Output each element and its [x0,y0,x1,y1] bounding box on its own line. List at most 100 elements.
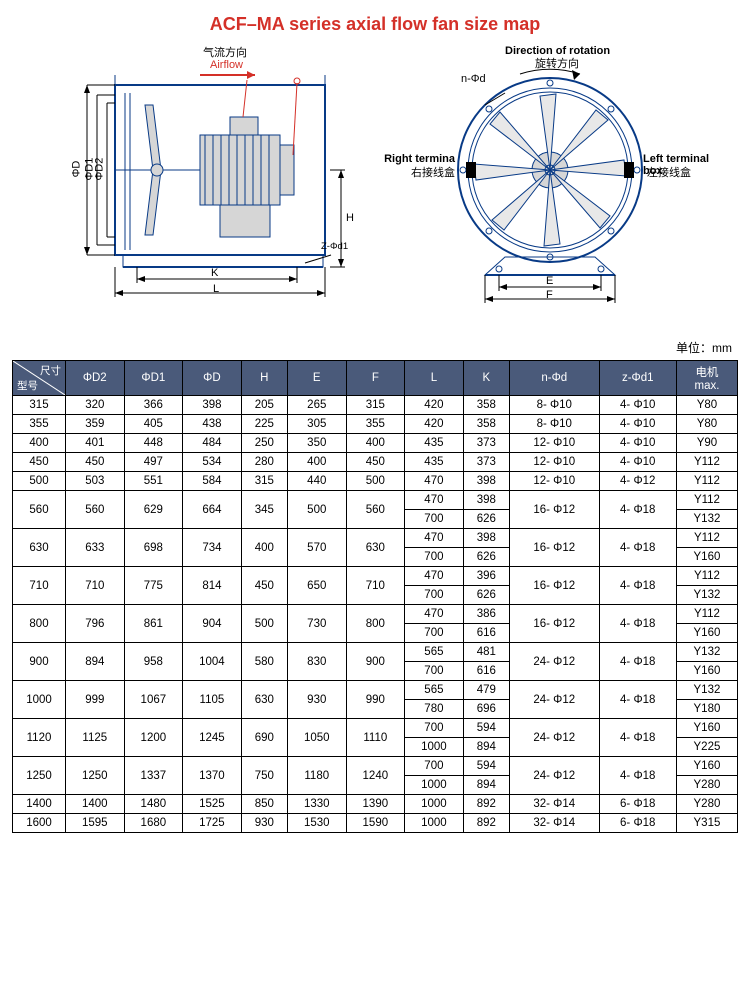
data-cell: 448 [124,434,183,453]
data-cell: Y180 [676,700,737,719]
model-cell: 710 [13,567,66,605]
data-cell: 1400 [66,795,125,814]
data-cell: 398 [463,529,509,548]
data-cell: 892 [463,795,509,814]
model-cell: 1120 [13,719,66,757]
table-row: 56056062966434550056047039816- Φ124- Φ18… [13,491,738,510]
data-cell: 830 [287,643,346,681]
data-cell: 420 [405,396,464,415]
data-cell: 1000 [405,795,464,814]
diagram-row: 气流方向 Airflow ΦD ΦD1 ΦD2 H K L Z-Φd1 [12,45,738,325]
data-cell: 470 [405,605,464,624]
data-cell: 796 [66,605,125,643]
data-cell: 958 [124,643,183,681]
L-label: L [213,283,219,295]
model-cell: 560 [13,491,66,529]
data-cell: 700 [405,662,464,681]
data-cell: Y112 [676,605,737,624]
data-cell: 690 [241,719,287,757]
data-cell: 12- Φ10 [509,472,599,491]
side-view-diagram: 气流方向 Airflow ΦD ΦD1 ΦD2 H K L Z-Φd1 [35,45,365,315]
data-cell: 12- Φ10 [509,453,599,472]
model-cell: 450 [13,453,66,472]
data-cell: 560 [346,491,405,529]
data-cell: 350 [287,434,346,453]
data-cell: 4- Φ18 [599,567,676,605]
data-cell: 584 [183,472,242,491]
table-row: 45045049753428040045043537312- Φ104- Φ10… [13,453,738,472]
data-cell: 1390 [346,795,405,814]
data-cell: Y160 [676,548,737,567]
data-cell: 16- Φ12 [509,491,599,529]
model-cell: 1600 [13,814,66,833]
data-cell: 479 [463,681,509,700]
data-cell: 484 [183,434,242,453]
col-header: K [463,361,509,396]
data-cell: 470 [405,529,464,548]
data-cell: 1067 [124,681,183,719]
header-diag-top: 尺寸 [40,363,61,378]
data-cell: 366 [124,396,183,415]
table-row: 71071077581445065071047039616- Φ124- Φ18… [13,567,738,586]
header-diag-bottom: 型号 [17,378,38,393]
data-cell: 401 [66,434,125,453]
data-cell: 8- Φ10 [509,415,599,434]
data-cell: 4- Φ10 [599,453,676,472]
data-cell: 565 [405,681,464,700]
table-row: 11201125120012456901050111070059424- Φ12… [13,719,738,738]
data-cell: Y112 [676,529,737,548]
data-cell: 503 [66,472,125,491]
table-row: 12501250133713707501180124070059424- Φ12… [13,757,738,776]
data-cell: 24- Φ12 [509,681,599,719]
data-cell: 1680 [124,814,183,833]
data-cell: Y132 [676,510,737,529]
data-cell: 780 [405,700,464,719]
data-cell: 398 [183,396,242,415]
data-cell: 205 [241,396,287,415]
model-cell: 1400 [13,795,66,814]
data-cell: 400 [346,434,405,453]
data-cell: Y132 [676,643,737,662]
data-cell: Y160 [676,624,737,643]
data-cell: 358 [463,396,509,415]
data-cell: 930 [241,814,287,833]
data-cell: 861 [124,605,183,643]
data-cell: 1590 [346,814,405,833]
data-cell: 900 [346,643,405,681]
data-cell: 814 [183,567,242,605]
data-cell: 345 [241,491,287,529]
data-cell: 700 [405,624,464,643]
data-cell: 470 [405,472,464,491]
col-header: F [346,361,405,396]
data-cell: 398 [463,472,509,491]
data-cell: 626 [463,510,509,529]
data-cell: 734 [183,529,242,567]
data-cell: 4- Φ18 [599,491,676,529]
col-header: 电机max. [676,361,737,396]
data-cell: 904 [183,605,242,643]
data-cell: 4- Φ18 [599,529,676,567]
data-cell: 1125 [66,719,125,757]
data-cell: 6- Φ18 [599,795,676,814]
data-cell: 438 [183,415,242,434]
right-terminal-cn: 右接线盒 [411,167,455,179]
data-cell: 650 [287,567,346,605]
data-cell: 355 [346,415,405,434]
data-cell: 630 [346,529,405,567]
data-cell: 700 [405,757,464,776]
col-header: n-Φd [509,361,599,396]
model-cell: 1000 [13,681,66,719]
left-terminal-cn: 左接线盒 [647,167,691,179]
data-cell: 359 [66,415,125,434]
data-cell: 32- Φ14 [509,795,599,814]
data-cell: 450 [346,453,405,472]
table-row: 3553594054382253053554203588- Φ104- Φ10Y… [13,415,738,434]
F-label: F [546,289,553,301]
col-header: ΦD1 [124,361,183,396]
data-cell: 1240 [346,757,405,795]
data-cell: Y112 [676,491,737,510]
data-cell: 315 [241,472,287,491]
units-label: 单位：mm [12,339,738,356]
data-cell: 594 [463,719,509,738]
data-cell: 4- Φ18 [599,681,676,719]
